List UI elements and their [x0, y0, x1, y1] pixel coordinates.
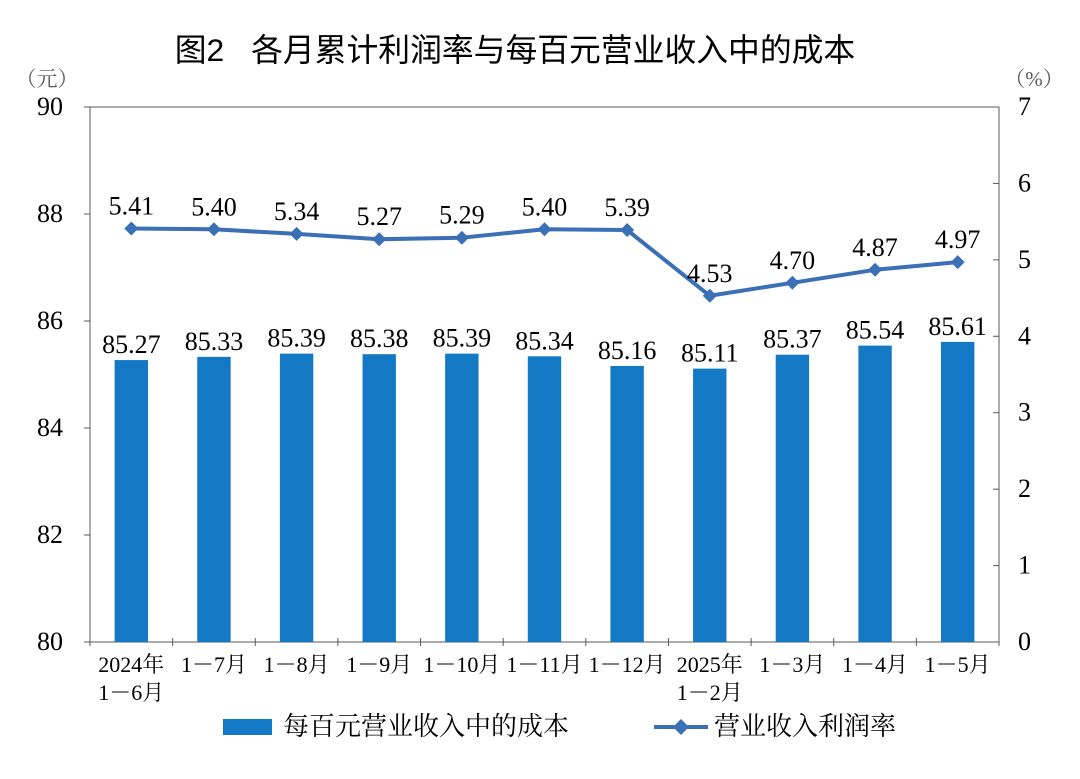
svg-text:1－11月: 1－11月: [506, 652, 582, 677]
svg-text:1－6月: 1－6月: [98, 680, 164, 705]
svg-text:4.97: 4.97: [935, 225, 981, 254]
svg-text:85.61: 85.61: [928, 312, 987, 341]
svg-text:2025年: 2025年: [677, 652, 743, 677]
svg-text:85.27: 85.27: [102, 330, 161, 359]
svg-text:5.39: 5.39: [604, 193, 650, 222]
svg-text:5: 5: [1018, 245, 1031, 274]
svg-text:84: 84: [37, 413, 63, 442]
svg-text:5.40: 5.40: [522, 192, 568, 221]
svg-text:图2 各月累计利润率与每百元营业收入中的成本: 图2 各月累计利润率与每百元营业收入中的成本: [175, 32, 855, 68]
svg-text:7: 7: [1018, 92, 1031, 121]
svg-text:1－10月: 1－10月: [423, 652, 500, 677]
svg-text:1－2月: 1－2月: [677, 680, 743, 705]
svg-text:86: 86: [37, 306, 63, 335]
svg-text:4.87: 4.87: [852, 233, 898, 262]
svg-text:1－7月: 1－7月: [181, 652, 247, 677]
svg-text:80: 80: [37, 627, 63, 656]
svg-text:5.34: 5.34: [274, 197, 320, 226]
svg-text:1－3月: 1－3月: [759, 652, 825, 677]
svg-text:82: 82: [37, 520, 63, 549]
svg-text:1－5月: 1－5月: [925, 652, 991, 677]
svg-text:5.40: 5.40: [191, 192, 237, 221]
svg-text:85.37: 85.37: [763, 325, 822, 354]
svg-text:90: 90: [37, 92, 63, 121]
svg-text:4: 4: [1018, 321, 1031, 350]
svg-text:3: 3: [1018, 398, 1031, 427]
svg-text:0: 0: [1018, 627, 1031, 656]
svg-text:（%）: （%）: [1004, 67, 1064, 91]
svg-text:1－4月: 1－4月: [842, 652, 908, 677]
svg-text:85.39: 85.39: [433, 324, 492, 353]
svg-text:4.70: 4.70: [770, 246, 816, 275]
svg-text:2: 2: [1018, 474, 1031, 503]
svg-text:营业收入利润率: 营业收入利润率: [714, 712, 896, 741]
svg-text:85.39: 85.39: [267, 324, 326, 353]
svg-text:5.27: 5.27: [356, 202, 402, 231]
svg-text:1－12月: 1－12月: [589, 652, 666, 677]
svg-text:2024年: 2024年: [98, 652, 164, 677]
svg-text:1－8月: 1－8月: [264, 652, 330, 677]
svg-text:85.38: 85.38: [350, 324, 409, 353]
svg-text:5.29: 5.29: [439, 201, 485, 230]
svg-text:85.11: 85.11: [681, 339, 739, 368]
svg-text:85.16: 85.16: [598, 336, 657, 365]
svg-text:85.34: 85.34: [515, 326, 574, 355]
svg-text:88: 88: [37, 199, 63, 228]
svg-text:1: 1: [1018, 551, 1031, 580]
svg-text:每百元营业收入中的成本: 每百元营业收入中的成本: [283, 712, 569, 741]
svg-text:1－9月: 1－9月: [346, 652, 412, 677]
svg-text:（元）: （元）: [16, 67, 79, 91]
svg-text:5.41: 5.41: [109, 192, 155, 221]
svg-text:85.54: 85.54: [846, 316, 905, 345]
svg-text:85.33: 85.33: [185, 327, 244, 356]
svg-text:4.53: 4.53: [687, 259, 733, 288]
svg-text:6: 6: [1018, 168, 1031, 197]
